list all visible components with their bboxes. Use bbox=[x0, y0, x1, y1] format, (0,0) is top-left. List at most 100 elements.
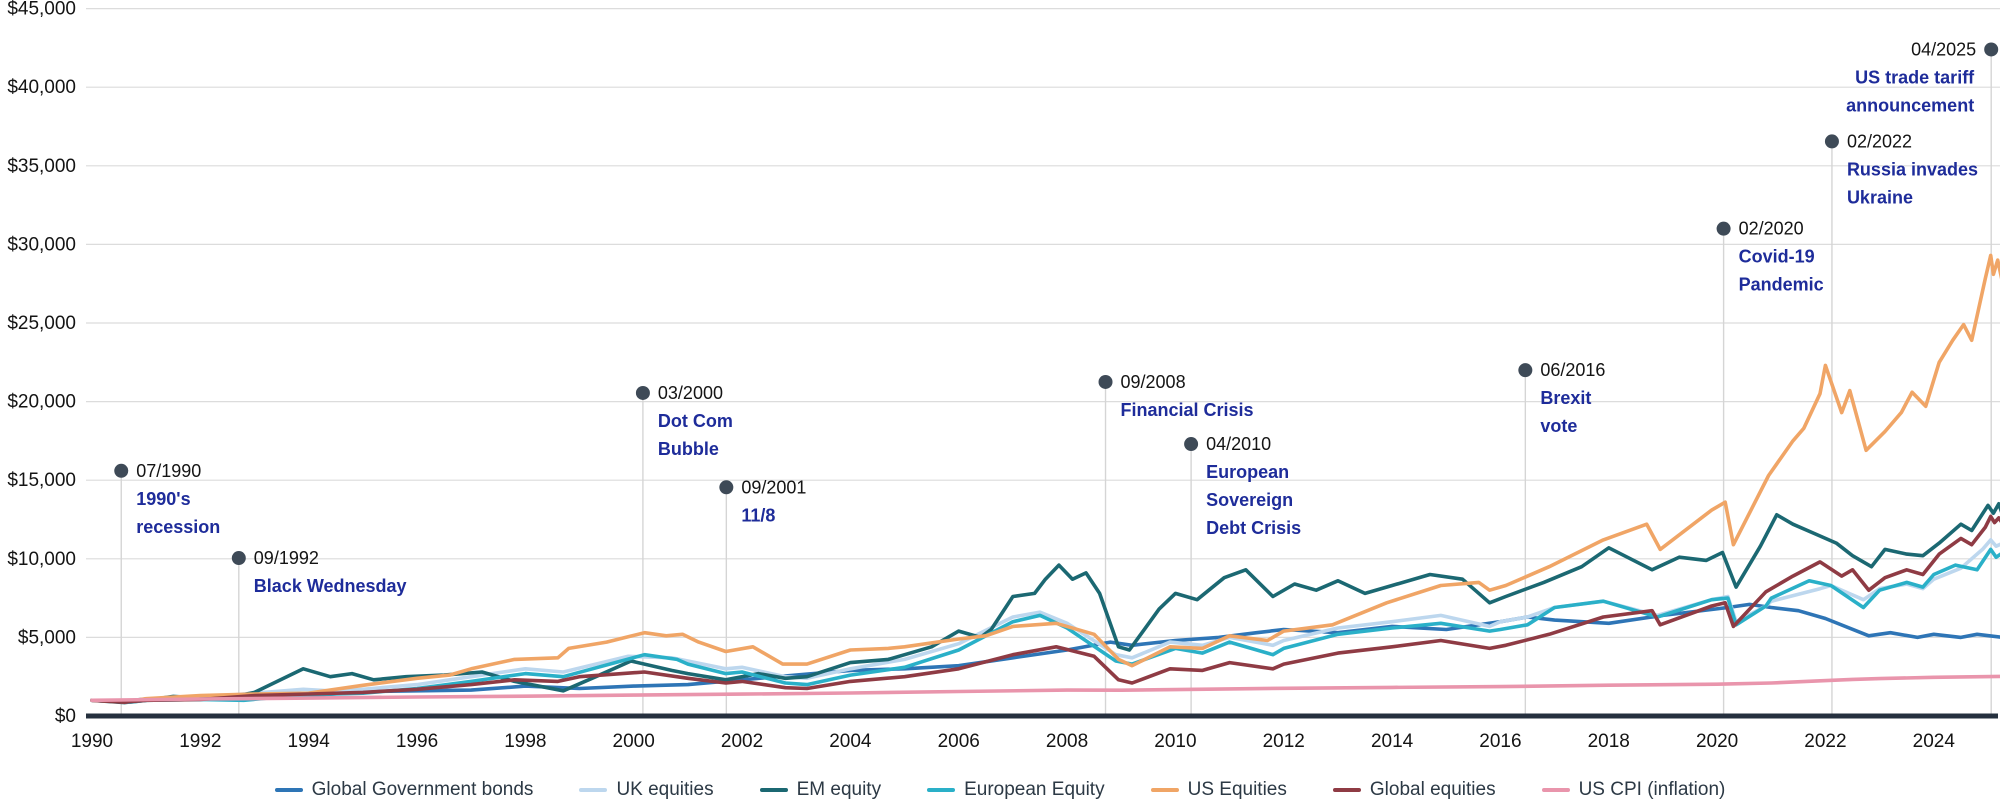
event-dot bbox=[635, 385, 650, 400]
event-label: recession bbox=[136, 517, 220, 537]
event-date: 04/2010 bbox=[1206, 434, 1271, 454]
y-tick-label: $30,000 bbox=[7, 234, 76, 255]
event-date: 07/1990 bbox=[136, 461, 201, 481]
event-label: vote bbox=[1540, 416, 1577, 436]
event-label: 1990's bbox=[136, 489, 190, 509]
gridlines-layer bbox=[86, 8, 2000, 639]
legend-item-em-equity[interactable]: EM equity bbox=[759, 779, 882, 801]
x-tick-label: 2014 bbox=[1371, 731, 1414, 752]
event-label: announcement bbox=[1846, 95, 1974, 115]
legend-swatch bbox=[1332, 788, 1361, 792]
legend-label: UK equities bbox=[616, 779, 714, 800]
series-line-us-cpi-inflation bbox=[90, 674, 2000, 703]
event-label: Dot Com bbox=[658, 411, 733, 431]
series-layer bbox=[90, 253, 2000, 705]
legend-item-global-equities[interactable]: Global equities bbox=[1332, 779, 1496, 801]
event-annotation: 02/2022 Russia invades Ukraine bbox=[1824, 131, 1978, 207]
tick-labels-layer: $0 $5,000 $10,000 $15,000 $20,000 $25,000 $30,… bbox=[7, 0, 1955, 752]
event-label: Sovereign bbox=[1206, 490, 1293, 510]
event-dot bbox=[1518, 363, 1533, 378]
event-label: 11/8 bbox=[741, 505, 775, 525]
legend-swatch bbox=[927, 788, 956, 792]
event-date: 04/2025 bbox=[1911, 39, 1976, 59]
x-tick-label: 2002 bbox=[721, 731, 763, 752]
event-annotation: 09/2008 Financial Crisis bbox=[1098, 372, 1254, 420]
x-tick-label: 2010 bbox=[1154, 731, 1196, 752]
x-tick-label: 1994 bbox=[288, 731, 331, 752]
x-tick-label: 1990 bbox=[71, 731, 113, 752]
event-markers-layer: 07/1990 1990's recession 09/1992 Black Wedne… bbox=[114, 39, 1999, 596]
event-date: 09/2001 bbox=[741, 477, 806, 497]
event-label: Ukraine bbox=[1847, 187, 1913, 207]
legend-item-uk-equities[interactable]: UK equities bbox=[579, 779, 714, 801]
event-dot bbox=[1098, 374, 1113, 389]
event-annotation: 09/2001 11/8 bbox=[719, 477, 806, 525]
x-tick-label: 2000 bbox=[613, 731, 655, 752]
event-lines-layer bbox=[120, 49, 1992, 716]
legend-swatch bbox=[579, 788, 608, 792]
x-tick-label: 2008 bbox=[1046, 731, 1088, 752]
y-tick-label: $20,000 bbox=[7, 392, 76, 413]
event-label: Pandemic bbox=[1739, 275, 1824, 295]
event-label: Russia invades bbox=[1847, 159, 1978, 179]
event-dot bbox=[114, 463, 129, 478]
x-tick-label: 2020 bbox=[1696, 731, 1738, 752]
legend-label: European Equity bbox=[964, 779, 1105, 800]
x-tick-label: 2022 bbox=[1804, 731, 1846, 752]
event-label: US trade tariff bbox=[1855, 67, 1975, 87]
event-label: Covid-19 bbox=[1739, 247, 1815, 267]
event-annotation: 04/2025 US trade tariff announcement bbox=[1846, 39, 1999, 115]
y-tick-label: $40,000 bbox=[7, 77, 76, 98]
legend-item-global-government-bonds[interactable]: Global Government bonds bbox=[274, 779, 534, 801]
event-dot bbox=[719, 480, 734, 495]
legend-item-us-cpi-inflation[interactable]: US CPI (inflation) bbox=[1541, 779, 1726, 801]
series-line-em-equity bbox=[90, 502, 2000, 705]
event-date: 09/2008 bbox=[1121, 372, 1186, 392]
y-tick-label: $10,000 bbox=[7, 549, 76, 570]
series-line-global-government-bonds bbox=[90, 602, 2000, 703]
event-annotation: 04/2010 European Sovereign Debt Crisis bbox=[1184, 434, 1301, 538]
chart-legend: Global Government bonds UK equities EM equ… bbox=[0, 772, 2000, 808]
legend-item-european-equity[interactable]: European Equity bbox=[927, 779, 1105, 801]
event-date: 02/2022 bbox=[1847, 131, 1912, 151]
event-annotation: 07/1990 1990's recession bbox=[114, 461, 220, 537]
x-tick-label: 2004 bbox=[829, 731, 872, 752]
event-dot bbox=[1824, 134, 1839, 149]
event-dot bbox=[1984, 42, 1999, 57]
event-dot bbox=[231, 551, 246, 566]
event-label: European bbox=[1206, 462, 1289, 482]
series-line-us-equities bbox=[90, 253, 2000, 704]
y-tick-label: $15,000 bbox=[7, 470, 76, 491]
y-tick-label: $0 bbox=[55, 706, 76, 727]
event-date: 02/2020 bbox=[1739, 219, 1804, 239]
legend-label: EM equity bbox=[796, 779, 882, 800]
y-tick-label: $35,000 bbox=[7, 156, 76, 177]
legend-swatch bbox=[1541, 788, 1570, 792]
y-tick-label: $45,000 bbox=[7, 0, 76, 20]
event-annotation: 03/2000 Dot Com Bubble bbox=[635, 383, 733, 459]
legend-label: Global Government bonds bbox=[311, 779, 534, 800]
event-annotation: 06/2016 Brexit vote bbox=[1518, 360, 1605, 436]
x-tick-label: 1996 bbox=[396, 731, 438, 752]
event-date: 06/2016 bbox=[1540, 360, 1605, 380]
series-line-european-equity bbox=[90, 547, 2000, 704]
x-tick-label: 1992 bbox=[179, 731, 221, 752]
legend-swatch bbox=[1150, 788, 1179, 792]
event-annotation: 02/2020 Covid-19 Pandemic bbox=[1716, 219, 1824, 295]
event-label: Black Wednesday bbox=[254, 576, 407, 596]
x-tick-label: 2006 bbox=[938, 731, 980, 752]
x-tick-label: 2016 bbox=[1479, 731, 1521, 752]
legend-swatch bbox=[274, 788, 303, 792]
x-tick-label: 2024 bbox=[1913, 731, 1956, 752]
event-label: Brexit bbox=[1540, 388, 1591, 408]
legend-label: US Equities bbox=[1187, 779, 1287, 800]
event-dot bbox=[1716, 221, 1731, 236]
series-line-global-equities bbox=[90, 514, 2000, 704]
legend-item-us-equities[interactable]: US Equities bbox=[1150, 779, 1287, 801]
y-tick-label: $25,000 bbox=[7, 313, 76, 334]
event-dot bbox=[1184, 437, 1199, 452]
event-date: 03/2000 bbox=[658, 383, 723, 403]
event-date: 09/1992 bbox=[254, 548, 319, 568]
legend-label: US CPI (inflation) bbox=[1578, 779, 1726, 800]
